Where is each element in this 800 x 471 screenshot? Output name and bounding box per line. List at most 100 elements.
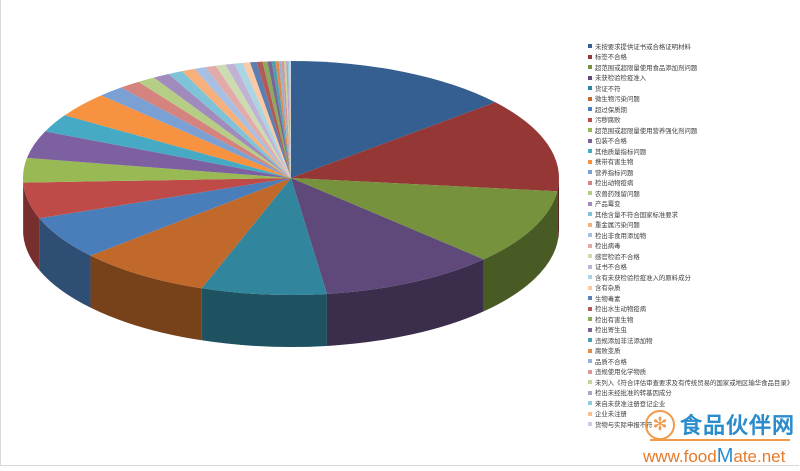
legend-label: 其他质量指标问题 — [595, 147, 647, 156]
pie-slice — [23, 178, 292, 219]
legend-swatch — [588, 191, 592, 196]
legend-label: 检出动物疫病 — [595, 179, 634, 188]
legend: 未按要求提供证书或合格证明材料 标签不合格 超范围或超限量使用食品添加剂问题 未获检验… — [588, 41, 793, 430]
legend-item: 生物毒素 — [588, 293, 793, 304]
pie-slice-side — [201, 288, 327, 347]
legend-label: 违规添加非法添加物 — [595, 336, 653, 345]
legend-item: 来自未获准注册登记企业 — [588, 398, 793, 409]
pie-slice — [225, 63, 291, 178]
legend-swatch — [588, 338, 592, 343]
legend-swatch — [588, 107, 592, 112]
legend-swatch — [588, 138, 592, 143]
legend-swatch — [588, 317, 592, 322]
legend-item: 检出动物疫病 — [588, 178, 793, 189]
pie-slice — [205, 65, 291, 178]
pie-slice — [182, 68, 291, 178]
legend-label: 超过保质期 — [595, 105, 627, 114]
legend-swatch — [588, 96, 592, 101]
legend-label: 检出有害生物 — [595, 315, 634, 324]
legend-item: 未按要求提供证书或合格证明材料 — [588, 41, 793, 52]
pie-slice — [201, 178, 327, 295]
legend-label: 超范围或超限量使用食品添加剂问题 — [595, 63, 698, 72]
legend-label: 携带有害生物 — [595, 158, 634, 167]
legend-label: 含有杂质 — [595, 284, 621, 293]
pie-slice — [194, 67, 291, 178]
legend-swatch — [588, 296, 592, 301]
legend-label: 检出病毒 — [595, 242, 621, 251]
legend-item: 货物与实际申报不符 — [588, 419, 793, 430]
legend-swatch — [588, 233, 592, 238]
legend-swatch — [588, 44, 592, 49]
pie-slice — [267, 61, 291, 179]
legend-item: 检出病毒 — [588, 241, 793, 252]
legend-item: 感官检验不合格 — [588, 251, 793, 262]
pie-slice — [281, 61, 291, 178]
legend-swatch — [588, 275, 592, 280]
legend-item: 未获检验检疫准入 — [588, 73, 793, 84]
legend-label: 重金属污染问题 — [595, 221, 640, 230]
legend-label: 检出水生动物疫病 — [595, 305, 647, 314]
legend-swatch — [588, 212, 592, 217]
legend-label: 未获检验检疫准入 — [595, 74, 647, 83]
pie-slice — [275, 61, 291, 179]
legend-label: 企业未注册 — [595, 410, 627, 419]
legend-label: 超范围或超限量使用营养强化剂问题 — [595, 126, 698, 135]
legend-item: 标签不合格 — [588, 52, 793, 63]
legend-item: 超过保质期 — [588, 104, 793, 115]
legend-swatch — [588, 86, 592, 91]
pie-slice — [22, 157, 292, 183]
pie-slice — [287, 61, 291, 178]
legend-swatch — [588, 285, 592, 290]
pie-slice — [256, 61, 291, 178]
legend-swatch — [588, 65, 592, 70]
legend-swatch — [588, 327, 592, 332]
legend-swatch — [588, 222, 592, 227]
legend-label: 证书不合格 — [595, 263, 627, 272]
legend-label: 未按要求提供证书或合格证明材料 — [595, 42, 691, 51]
legend-item: 检出非食用添加物 — [588, 230, 793, 241]
legend-item: 产品霉变 — [588, 199, 793, 210]
legend-swatch — [588, 401, 592, 406]
legend-item: 未列入《符合评估审查要求及有传统贸易的国家或地区输华食品目录》 — [588, 377, 793, 388]
pie-slice — [289, 60, 291, 178]
legend-label: 含有未获检验检疫准入的原料成分 — [595, 273, 691, 282]
legend-swatch — [588, 369, 592, 374]
pie-slice — [291, 178, 484, 294]
pie-slice-side — [39, 218, 91, 308]
legend-label: 其他含量不符合国家标准要求 — [595, 210, 679, 219]
legend-item: 污秽腐败 — [588, 115, 793, 126]
legend-swatch — [588, 75, 592, 80]
legend-item: 检出寄生虫 — [588, 325, 793, 336]
legend-swatch — [588, 170, 592, 175]
legend-item: 腐败变质 — [588, 346, 793, 357]
legend-item: 企业未注册 — [588, 409, 793, 420]
pie-slice — [242, 62, 291, 178]
legend-label: 违规使用化学物质 — [595, 368, 647, 377]
legend-swatch — [588, 54, 592, 59]
legend-item: 含有杂质 — [588, 283, 793, 294]
legend-label: 检出未经批准的转基因成分 — [595, 389, 672, 398]
legend-swatch — [588, 390, 592, 395]
legend-label: 品质不合格 — [595, 357, 627, 366]
legend-item: 品质不合格 — [588, 356, 793, 367]
legend-label: 微生物污染问题 — [595, 95, 640, 104]
legend-item: 检出未经批准的转基因成分 — [588, 388, 793, 399]
legend-item: 携带有害生物 — [588, 157, 793, 168]
legend-label: 标签不合格 — [595, 53, 627, 62]
pie-slice — [64, 95, 291, 178]
legend-item: 检出水生动物疫病 — [588, 304, 793, 315]
legend-label: 检出寄生虫 — [595, 326, 627, 335]
legend-item: 违规使用化学物质 — [588, 367, 793, 378]
pie-slice — [278, 61, 291, 178]
legend-item: 证书不合格 — [588, 262, 793, 273]
legend-item: 包装不合格 — [588, 136, 793, 147]
pie-slice — [138, 77, 291, 178]
legend-label: 包装不合格 — [595, 137, 627, 146]
legend-label: 货证不符 — [595, 84, 621, 93]
pie-slice — [26, 131, 291, 178]
legend-swatch — [588, 159, 592, 164]
legend-item: 超范围或超限量使用食品添加剂问题 — [588, 62, 793, 73]
pie-slice-side — [557, 178, 559, 244]
legend-label: 检出非食用添加物 — [595, 231, 647, 240]
